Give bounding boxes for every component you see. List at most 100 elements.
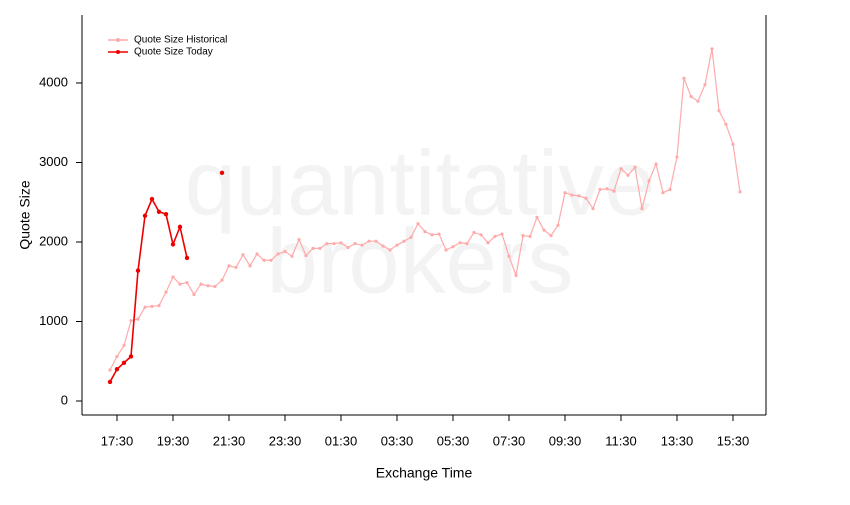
x-axis-label: Exchange Time (376, 465, 473, 481)
point (367, 239, 371, 243)
point (374, 239, 378, 243)
point (500, 232, 504, 236)
point (128, 354, 134, 359)
point (163, 211, 169, 217)
point (149, 196, 155, 202)
x-tick-label: 11:30 (605, 433, 637, 448)
point (248, 264, 252, 268)
x-tick-label: 23:30 (269, 433, 302, 448)
point (654, 162, 658, 166)
x-tick-label: 07:30 (493, 433, 526, 448)
point (184, 255, 190, 261)
point (241, 253, 245, 257)
point (437, 232, 441, 236)
point (689, 94, 693, 99)
point (507, 254, 511, 258)
x-tick-label: 09:30 (549, 433, 582, 448)
point (444, 248, 448, 252)
point (115, 354, 119, 359)
point (570, 193, 574, 197)
point (633, 165, 637, 169)
legend-swatch (116, 50, 120, 54)
y-tick-label: 4000 (39, 74, 68, 89)
point (738, 190, 742, 194)
y-tick-label: 3000 (39, 154, 68, 169)
point (178, 282, 182, 286)
point (219, 170, 225, 176)
x-tick-label: 21:30 (213, 433, 246, 448)
point (535, 215, 539, 219)
point (339, 241, 343, 245)
watermark: brokers (267, 210, 574, 312)
point (591, 206, 595, 211)
point (199, 282, 203, 286)
point (479, 233, 483, 237)
point (465, 241, 469, 246)
point (626, 173, 630, 177)
point (157, 303, 161, 308)
y-tick-label: 1000 (39, 313, 68, 328)
point (206, 284, 210, 288)
point (647, 179, 651, 183)
point (521, 234, 525, 238)
point (177, 224, 183, 230)
point (108, 368, 112, 372)
point (423, 230, 427, 234)
point (661, 191, 665, 195)
point (142, 213, 148, 218)
point (717, 109, 721, 113)
x-tick-label: 19:30 (157, 433, 190, 448)
point (696, 99, 700, 103)
point (143, 305, 147, 309)
point (255, 252, 259, 256)
x-tick-label: 03:30 (381, 433, 414, 448)
y-tick-label: 0 (61, 392, 68, 407)
point (556, 223, 560, 227)
point (640, 206, 644, 211)
legend-label: Quote Size Today (134, 47, 213, 58)
point (262, 258, 266, 262)
point (388, 248, 392, 252)
point (121, 360, 127, 366)
point (332, 241, 336, 246)
point (668, 187, 672, 192)
point (542, 228, 546, 232)
point (353, 241, 357, 246)
point (675, 155, 679, 159)
point (514, 273, 518, 277)
point (458, 241, 462, 245)
point (170, 242, 176, 247)
point (213, 284, 217, 289)
point (402, 239, 406, 243)
point (325, 241, 329, 246)
point (563, 191, 567, 195)
point (409, 235, 413, 239)
point (227, 264, 231, 268)
point (451, 245, 455, 249)
point (129, 319, 133, 323)
point (724, 122, 728, 126)
point (360, 243, 364, 247)
point (150, 304, 154, 308)
point (107, 379, 113, 385)
x-tick-label: 01:30 (325, 433, 358, 448)
point (493, 234, 497, 239)
point (156, 209, 162, 214)
x-tick-label: 17:30 (101, 433, 134, 448)
point (395, 243, 399, 247)
legend-swatch (116, 38, 120, 42)
point (135, 268, 141, 273)
x-tick-label: 05:30 (437, 433, 470, 448)
point (283, 249, 287, 254)
x-tick-label: 13:30 (661, 433, 694, 448)
point (549, 234, 553, 238)
point (311, 246, 315, 250)
legend-label: Quote Size Historical (134, 35, 227, 46)
point (276, 252, 280, 256)
point (164, 290, 168, 294)
point (318, 246, 322, 250)
point (731, 142, 735, 146)
point (619, 167, 623, 171)
point (304, 253, 308, 258)
